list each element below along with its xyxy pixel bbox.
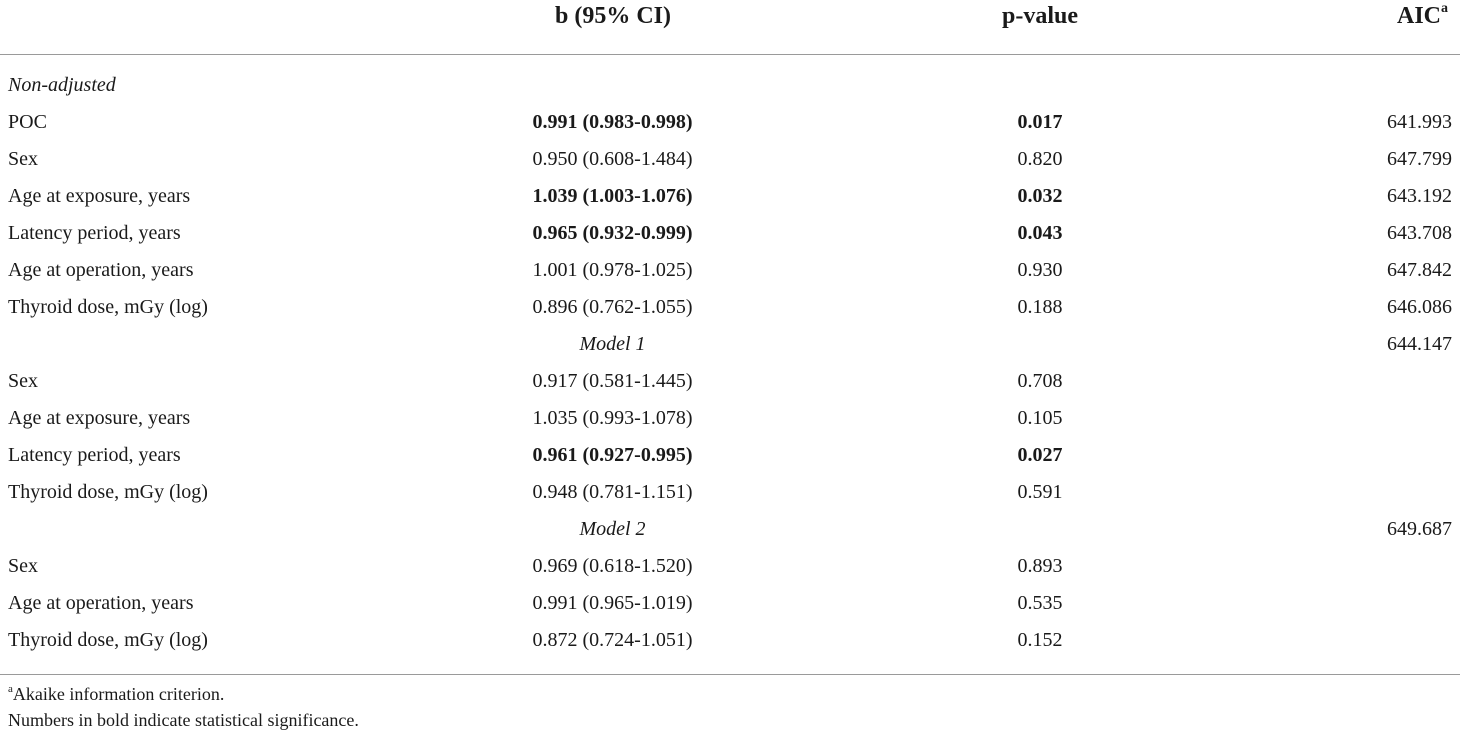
p-value: 0.820 [1017,148,1063,170]
b-ci-value: 0.991 (0.983-0.998) [532,111,693,133]
row-label: Age at exposure, years [8,407,191,429]
b-ci-value: 0.872 (0.724-1.051) [532,629,693,651]
aic-value: 643.708 [1387,222,1452,244]
row-label: Latency period, years [8,444,181,466]
header-b-ci: b (95% CI) [554,3,671,29]
row-label: Sex [8,370,38,392]
model-1-label: Model 1 [579,333,646,355]
table-row: Sex 0.969 (0.618-1.520) 0.893 [0,548,1460,585]
p-value: 0.535 [1017,592,1063,614]
footnote-bold-note: Numbers in bold indicate statistical sig… [8,710,359,730]
table-row: Age at exposure, years 1.035 (0.993-1.07… [0,400,1460,437]
table-row: Age at exposure, years 1.039 (1.003-1.07… [0,178,1460,215]
header-aic-text: AIC [1396,3,1441,29]
row-label: POC [8,111,47,133]
aic-value: 647.799 [1387,148,1452,170]
p-value: 0.017 [1017,111,1063,133]
footnote-a-text: Akaike information criterion. [12,684,225,704]
table-row: Thyroid dose, mGy (log) 0.948 (0.781-1.1… [0,474,1460,511]
row-label: Sex [8,148,38,170]
p-value: 0.188 [1017,296,1063,318]
table-row: Age at operation, years 0.991 (0.965-1.0… [0,585,1460,622]
row-label: Sex [8,555,38,577]
table-row: Model 1 644.147 [0,326,1460,363]
b-ci-value: 1.035 (0.993-1.078) [532,407,693,429]
header-aic-footnote-mark: a [1441,1,1448,16]
b-ci-value: 0.950 (0.608-1.484) [532,148,693,170]
table-row: Latency period, years 0.961 (0.927-0.995… [0,437,1460,474]
p-value: 0.708 [1017,370,1063,392]
p-value: 0.043 [1017,222,1063,244]
p-value: 0.027 [1017,444,1063,466]
model-2-label: Model 2 [579,518,646,540]
row-label: Thyroid dose, mGy (log) [8,481,208,503]
b-ci-value: 0.991 (0.965-1.019) [532,592,693,614]
b-ci-value: 0.969 (0.618-1.520) [532,555,693,577]
row-label: Age at exposure, years [8,185,191,207]
b-ci-value: 0.948 (0.781-1.151) [532,481,693,503]
table-row: Sex 0.917 (0.581-1.445) 0.708 [0,363,1460,400]
b-ci-value: 0.965 (0.932-0.999) [532,222,693,244]
table-row: Latency period, years 0.965 (0.932-0.999… [0,215,1460,252]
footnote-a-mark: a [8,683,13,695]
table-row: Sex 0.950 (0.608-1.484) 0.820 647.799 [0,141,1460,178]
aic-value: 644.147 [1387,333,1452,355]
section-label-non-adjusted: Non-adjusted [8,74,116,96]
aic-value: 643.192 [1387,185,1452,207]
p-value: 0.152 [1017,629,1063,651]
header-p-value: p-value [1001,3,1078,29]
b-ci-value: 0.896 (0.762-1.055) [532,296,693,318]
table-row: Non-adjusted [0,67,1460,104]
table-row: Thyroid dose, mGy (log) 0.896 (0.762-1.0… [0,289,1460,326]
row-label: Thyroid dose, mGy (log) [8,629,208,651]
b-ci-value: 0.961 (0.927-0.995) [532,444,693,466]
p-value: 0.105 [1017,407,1063,429]
aic-value: 641.993 [1387,111,1452,133]
aic-value: 646.086 [1387,296,1452,318]
b-ci-value: 0.917 (0.581-1.445) [532,370,693,392]
table-row: Thyroid dose, mGy (log) 0.872 (0.724-1.0… [0,622,1460,659]
aic-value: 647.842 [1387,259,1452,281]
footer-divider [0,674,1460,675]
p-value: 0.591 [1017,481,1063,503]
table-header: b (95% CI) p-value AICa [0,0,1460,55]
header-aic: AICa [1396,1,1448,30]
table-row: POC 0.991 (0.983-0.998) 0.017 641.993 [0,104,1460,141]
row-label: Thyroid dose, mGy (log) [8,296,208,318]
row-label: Age at operation, years [8,259,194,281]
footnote-a: aAkaike information criterion. [8,683,225,705]
table-row: Model 2 649.687 [0,511,1460,548]
table-row: Age at operation, years 1.001 (0.978-1.0… [0,252,1460,289]
b-ci-value: 1.001 (0.978-1.025) [532,259,693,281]
p-value: 0.930 [1017,259,1063,281]
b-ci-value: 1.039 (1.003-1.076) [532,185,693,207]
p-value: 0.893 [1017,555,1063,577]
aic-value: 649.687 [1387,518,1452,540]
row-label: Age at operation, years [8,592,194,614]
row-label: Latency period, years [8,222,181,244]
p-value: 0.032 [1017,185,1063,207]
